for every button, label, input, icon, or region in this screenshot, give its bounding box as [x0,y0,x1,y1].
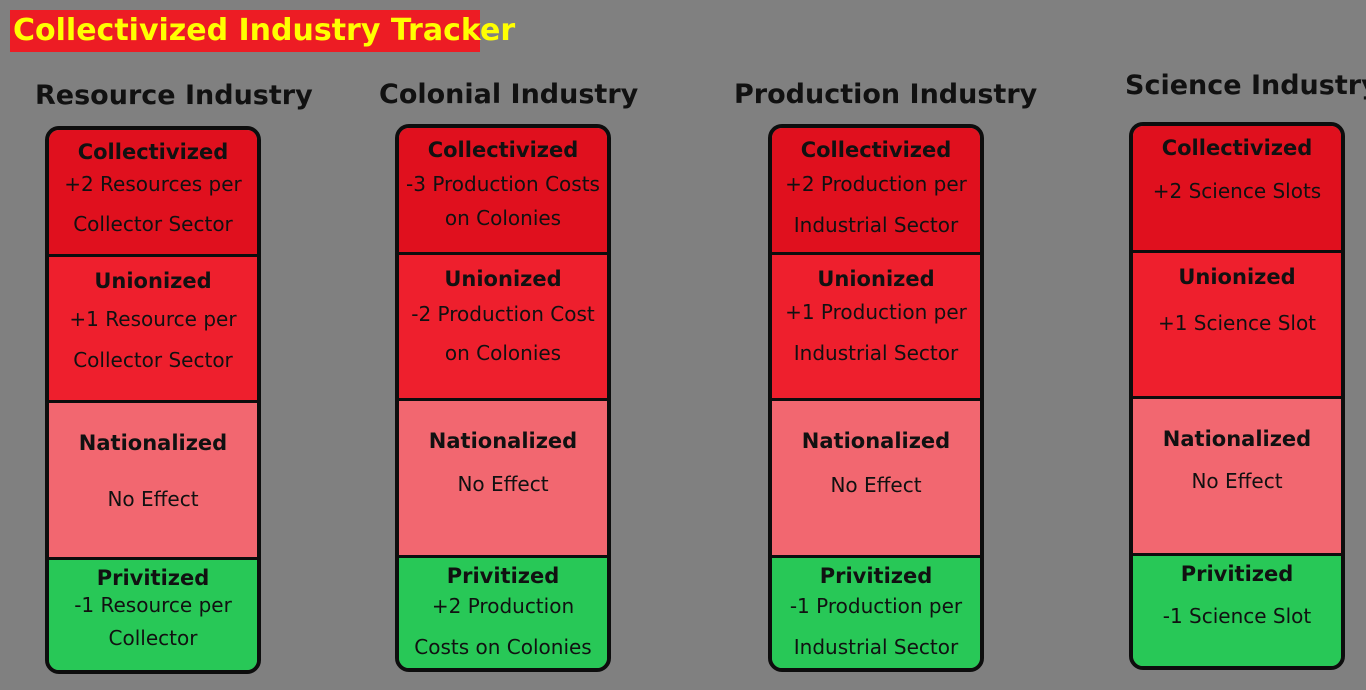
level-nationalized: Nationalized No Effect [49,400,257,557]
level-effect-line: Costs on Colonies [414,635,592,659]
tracker-column-resource: Collectivized +2 Resources per Collector… [45,126,261,674]
level-unionized: Unionized +1 Science Slot [1133,250,1341,396]
level-title: Nationalized [78,431,228,455]
level-collectivized: Collectivized +2 Science Slots [1133,126,1341,250]
level-collectivized: Collectivized -3 Production Costs on Col… [399,128,607,252]
level-unionized: Unionized -2 Production Cost on Colonies [399,252,607,398]
level-nationalized: Nationalized No Effect [399,398,607,555]
level-title: Unionized [817,267,935,291]
level-privitized: Privitized -1 Production per Industrial … [772,555,980,668]
tracker-column-science: Collectivized +2 Science Slots Unionized… [1129,122,1345,670]
level-title: Nationalized [801,429,951,453]
level-unionized: Unionized +1 Resource per Collector Sect… [49,254,257,400]
tracker-column-colonial: Collectivized -3 Production Costs on Col… [395,124,611,672]
level-effect-line: -1 Science Slot [1162,604,1312,628]
level-effect-line: on Colonies [444,206,562,230]
tracker-column-production: Collectivized +2 Production per Industri… [768,124,984,672]
level-effect-line: -1 Resource per [74,593,232,617]
level-title: Collectivized [1161,136,1313,160]
level-title: Unionized [444,267,562,291]
title-banner: Collectivized Industry Tracker [10,10,515,52]
level-title: Nationalized [428,429,578,453]
level-title: Privitized [446,564,560,588]
level-effect-line: -2 Production Cost [411,302,595,326]
level-effect-line: +2 Production [431,594,575,618]
level-effect-line: No Effect [1191,469,1283,493]
level-title: Collectivized [427,138,579,162]
industry-heading-production: Production Industry [734,79,1038,110]
level-title: Unionized [1178,265,1296,289]
level-effect-line: No Effect [107,487,199,511]
level-effect-line: Collector Sector [73,348,233,372]
level-nationalized: Nationalized No Effect [772,398,980,555]
level-collectivized: Collectivized +2 Resources per Collector… [49,130,257,254]
level-effect-line: +2 Science Slots [1152,179,1322,203]
level-unionized: Unionized +1 Production per Industrial S… [772,252,980,398]
level-effect-line: +1 Science Slot [1157,311,1317,335]
level-effect-line: Collector Sector [73,212,233,236]
level-title: Unionized [94,269,212,293]
level-effect-line: -1 Production per [789,594,963,618]
level-collectivized: Collectivized +2 Production per Industri… [772,128,980,252]
level-effect-line: +2 Resources per [64,172,242,196]
level-privitized: Privitized -1 Resource per Collector [49,557,257,670]
level-effect-line: No Effect [457,472,549,496]
level-effect-line: -3 Production Costs [406,172,600,196]
level-effect-line: Industrial Sector [793,213,959,237]
level-title: Privitized [1180,562,1294,586]
level-title: Privitized [96,566,210,590]
level-effect-line: Collector [108,626,198,650]
level-effect-line: +1 Resource per [69,307,237,331]
level-privitized: Privitized -1 Science Slot [1133,553,1341,666]
page-title: Collectivized Industry Tracker [13,13,516,48]
level-title: Collectivized [77,140,229,164]
level-title: Privitized [819,564,933,588]
industry-heading-science: Science Industry [1125,70,1366,101]
industry-heading-resource: Resource Industry [35,80,313,111]
level-effect-line: +2 Production per [785,172,967,196]
level-effect-line: on Colonies [444,341,562,365]
industry-heading-colonial: Colonial Industry [379,79,639,110]
level-effect-line: Industrial Sector [793,341,959,365]
level-effect-line: Industrial Sector [793,635,959,659]
level-effect-line: +1 Production per [785,300,967,324]
level-effect-line: No Effect [830,473,922,497]
level-title: Nationalized [1162,427,1312,451]
level-nationalized: Nationalized No Effect [1133,396,1341,553]
level-title: Collectivized [800,138,952,162]
level-privitized: Privitized +2 Production Costs on Coloni… [399,555,607,668]
